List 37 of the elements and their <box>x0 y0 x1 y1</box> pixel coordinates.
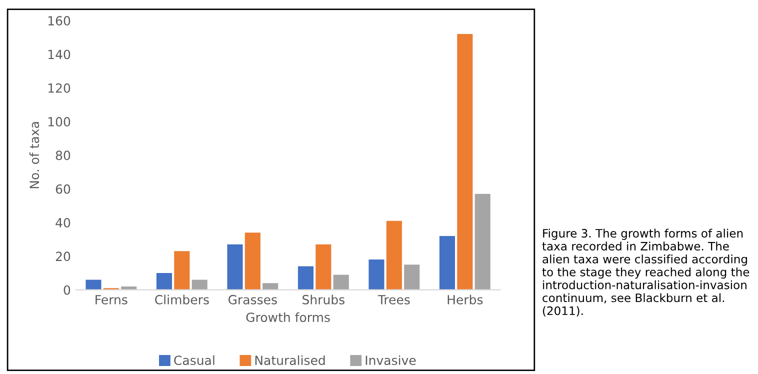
bar <box>368 260 384 290</box>
x-tick-label: Herbs <box>448 294 483 304</box>
bar <box>386 220 402 290</box>
y-tick-label: 120 <box>48 83 70 93</box>
bar <box>156 273 172 290</box>
y-tick-label: 60 <box>56 184 70 194</box>
bar <box>404 264 420 290</box>
bar <box>192 280 208 290</box>
caption: Figure 3. The growth forms of alien taxa recorded in Zimbabwe. The alien taxa were classified according to the stage they reached along the introduction-naturalisation-invasion continuum, see Blackburn et al. (2011). <box>542 228 750 316</box>
y-tick-label: 20 <box>56 252 70 262</box>
x-tick-label: Shrubs <box>302 294 344 304</box>
x-tick-label: Grasses <box>228 294 277 304</box>
bar <box>298 266 314 290</box>
bar <box>457 34 473 290</box>
y-tick-label: 80 <box>56 150 70 160</box>
bar <box>227 244 243 290</box>
y-tick-label: 140 <box>48 50 70 60</box>
legend-label: Casual <box>174 355 214 366</box>
y-tick-label: 0 <box>64 285 70 295</box>
bar <box>333 274 349 290</box>
bar <box>262 283 278 290</box>
x-tick-label: Climbers <box>155 294 209 304</box>
bar <box>316 244 332 290</box>
bar <box>244 232 260 290</box>
x-tick-label: Trees <box>378 295 410 304</box>
y-tick-label: 40 <box>56 218 70 228</box>
y-tick-label: 100 <box>48 117 70 126</box>
x-tick-label: Ferns <box>96 295 128 304</box>
bar <box>474 194 490 290</box>
y-tick-label: 160 <box>48 16 70 26</box>
bar <box>86 280 102 290</box>
y-axis-title: No. of taxa <box>29 122 40 188</box>
legend-label: Invasive <box>366 355 416 366</box>
bar <box>174 251 190 290</box>
bar <box>439 236 455 290</box>
legend-label: Naturalised <box>255 355 325 366</box>
x-axis-title: Growth forms <box>246 312 330 322</box>
